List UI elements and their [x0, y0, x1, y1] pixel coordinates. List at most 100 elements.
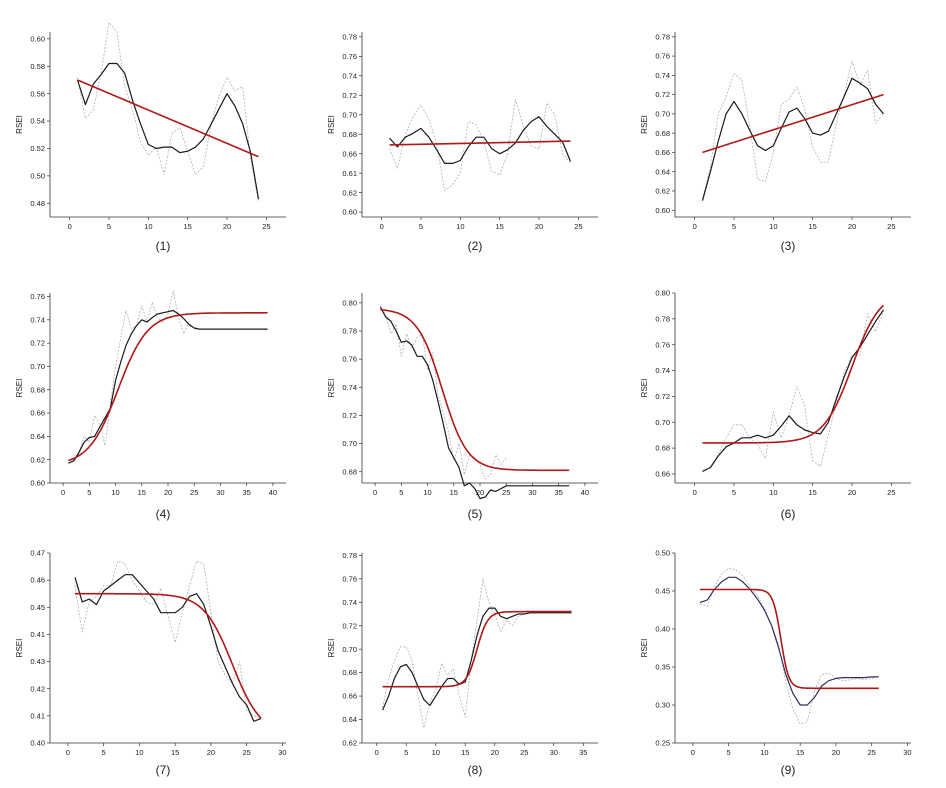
y-tick-label: 0.70: [655, 418, 670, 427]
smoothed-series-line: [702, 309, 884, 472]
y-tick-label: 0.76: [342, 574, 357, 583]
y-tick-label: 0.70: [655, 110, 670, 119]
y-tick-label: 0.50: [30, 171, 45, 180]
x-tick-label: 25: [520, 748, 528, 757]
y-tick-label: 0.48: [30, 199, 45, 208]
x-tick-label: 0: [68, 222, 72, 231]
y-tick-label: 0.76: [30, 292, 45, 301]
x-tick-label: 25: [502, 488, 510, 497]
fit-series-line: [68, 312, 268, 462]
y-tick-label: 0.40: [655, 625, 670, 634]
x-tick-label: 5: [727, 748, 731, 757]
x-tick-label: 15: [461, 748, 469, 757]
y-tick-label: 0.78: [342, 327, 357, 336]
y-tick-label: 0.46: [30, 576, 45, 585]
raw-series-line: [699, 567, 879, 725]
y-tick-label: 0.76: [655, 52, 670, 61]
smoothed-series-line: [74, 574, 262, 722]
fit-series-line: [380, 308, 570, 472]
x-tick-label: 25: [887, 222, 895, 231]
chart-panel-6: 0.66 0.68 0.70 0.72 0.74 0.76 0.78 0.80 0 5 10 15 20…: [640, 289, 911, 521]
y-tick-label: 0.68: [655, 129, 670, 138]
x-tick-label: 35: [579, 748, 587, 757]
x-tick-label: 40: [269, 488, 277, 497]
y-tick-label: 0.72: [342, 621, 357, 630]
fit-series-line: [382, 610, 572, 688]
y-tick-label: 0.64: [342, 715, 357, 724]
y-axis-label: RSEI: [15, 379, 24, 398]
x-tick-label: 25: [887, 488, 895, 497]
y-tick-label: 0.56: [30, 89, 45, 98]
y-tick-label: 0.62: [655, 187, 670, 196]
y-tick-label: 0.72: [655, 392, 670, 401]
y-tick-label: 0.78: [655, 32, 670, 41]
y-tick-label: 0.45: [30, 603, 45, 612]
chart-panel-1: 0.48 0.50 0.52 0.54 0.56 0.58 0.60 0 5 10 15 20 25 RS…: [15, 22, 286, 253]
y-tick-label: 0.76: [655, 340, 670, 349]
y-tick-label: 0.25: [655, 739, 670, 748]
y-tick-label: 0.50: [655, 549, 670, 558]
y-tick-label: 0.62: [30, 455, 45, 464]
x-tick-label: 15: [171, 748, 179, 757]
y-tick-label: 0.66: [342, 149, 357, 158]
x-tick-label: 0: [691, 748, 695, 757]
raw-series-line: [74, 560, 262, 719]
y-tick-label: 0.66: [655, 470, 670, 479]
panel-label: (7): [156, 763, 171, 777]
x-tick-label: 30: [216, 488, 224, 497]
y-tick-label: 0.74: [342, 71, 357, 80]
x-tick-label: 15: [796, 748, 804, 757]
y-tick-label: 0.43: [30, 657, 45, 666]
y-tick-label: 0.47: [30, 549, 45, 558]
x-tick-label: 20: [832, 748, 840, 757]
x-tick-label: 30: [550, 748, 558, 757]
y-tick-label: 0.54: [30, 117, 45, 126]
raw-series-line: [77, 22, 259, 202]
raw-series-line: [702, 310, 884, 472]
x-tick-label: 10: [769, 222, 777, 231]
y-tick-label: 0.70: [342, 439, 357, 448]
x-tick-label: 25: [867, 748, 875, 757]
y-axis-label: RSEI: [15, 115, 24, 134]
y-tick-label: 0.58: [30, 62, 45, 71]
x-tick-label: 10: [111, 488, 119, 497]
y-tick-label: 0.40: [30, 739, 45, 748]
y-tick-label: 0.41: [30, 711, 45, 720]
y-tick-label: 0.61: [342, 169, 357, 178]
y-tick-label: 0.74: [655, 71, 670, 80]
chart-panel-9: 0.25 0.30 0.35 0.40 0.45 0.50 0 5 10 15 20 25 30 RSEI…: [640, 549, 912, 777]
y-axis-label: RSEI: [327, 115, 336, 134]
x-tick-label: 30: [278, 748, 286, 757]
smoothed-series-line: [379, 306, 570, 500]
x-tick-label: 5: [399, 488, 403, 497]
panel-label: (3): [781, 239, 796, 253]
x-tick-label: 0: [66, 748, 70, 757]
y-tick-label: 0.35: [655, 663, 670, 672]
x-tick-label: 5: [107, 222, 111, 231]
chart-panel-4: 0.60 0.62 0.64 0.66 0.68 0.70 0.72 0.74 0.76 0 5 10…: [15, 290, 286, 521]
x-tick-label: 15: [495, 222, 503, 231]
panel-label: (6): [781, 507, 796, 521]
x-tick-label: 15: [138, 488, 146, 497]
x-tick-label: 20: [848, 488, 856, 497]
x-tick-label: 25: [574, 222, 582, 231]
x-tick-label: 10: [456, 222, 464, 231]
fit-series-line: [389, 140, 571, 146]
y-tick-label: 0.62: [342, 188, 357, 197]
x-tick-label: 5: [419, 222, 423, 231]
y-tick-label: 0.72: [655, 90, 670, 99]
y-tick-label: 0.74: [342, 598, 357, 607]
fit-series-line: [77, 79, 259, 158]
y-tick-label: 0.74: [342, 383, 357, 392]
x-tick-label: 5: [404, 748, 408, 757]
x-tick-label: 10: [769, 488, 777, 497]
y-tick-label: 0.66: [655, 148, 670, 157]
x-tick-label: 30: [528, 488, 536, 497]
y-tick-label: 0.68: [342, 668, 357, 677]
x-tick-label: 15: [183, 222, 191, 231]
chart-panel-5: 0.68 0.70 0.72 0.74 0.76 0.78 0.80 0 5 10 15 20 25 30…: [327, 293, 598, 521]
panel-label: (4): [156, 507, 171, 521]
y-tick-label: 0.72: [342, 411, 357, 420]
y-axis-label: RSEI: [640, 115, 649, 134]
chart-panel-7: 0.40 0.41 0.42 0.43 0.41 0.45 0.46 0.47 0 5 10 15 20…: [15, 549, 287, 777]
